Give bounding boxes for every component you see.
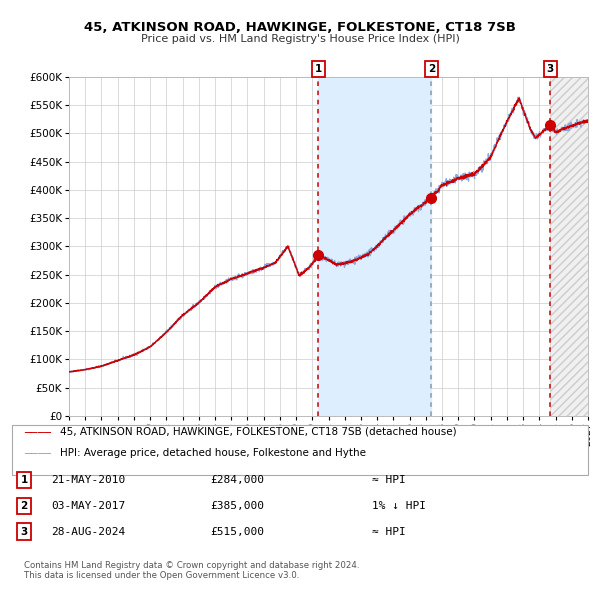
Bar [550, 77, 588, 416]
Text: 3: 3 [547, 64, 554, 74]
Text: This data is licensed under the Open Government Licence v3.0.: This data is licensed under the Open Gov… [24, 571, 299, 580]
Text: 03-MAY-2017: 03-MAY-2017 [51, 501, 125, 510]
Bar [319, 77, 431, 416]
Text: ────: ──── [24, 427, 51, 437]
Text: £284,000: £284,000 [210, 475, 264, 484]
Text: HPI: Average price, detached house, Folkestone and Hythe: HPI: Average price, detached house, Folk… [60, 448, 366, 458]
Text: 45, ATKINSON ROAD, HAWKINGE, FOLKESTONE, CT18 7SB: 45, ATKINSON ROAD, HAWKINGE, FOLKESTONE,… [84, 21, 516, 34]
Text: 45, ATKINSON ROAD, HAWKINGE, FOLKESTONE, CT18 7SB (detached house): 45, ATKINSON ROAD, HAWKINGE, FOLKESTONE,… [60, 427, 457, 437]
Text: 2: 2 [20, 501, 28, 510]
Text: 28-AUG-2024: 28-AUG-2024 [51, 527, 125, 536]
Text: Price paid vs. HM Land Registry's House Price Index (HPI): Price paid vs. HM Land Registry's House … [140, 34, 460, 44]
Text: 3: 3 [20, 527, 28, 536]
Text: 1: 1 [315, 64, 322, 74]
Text: £385,000: £385,000 [210, 501, 264, 510]
Bar [550, 77, 588, 416]
Text: 21-MAY-2010: 21-MAY-2010 [51, 475, 125, 484]
Text: £515,000: £515,000 [210, 527, 264, 536]
Text: 2: 2 [428, 64, 435, 74]
Text: ────: ──── [24, 448, 51, 458]
Text: Contains HM Land Registry data © Crown copyright and database right 2024.: Contains HM Land Registry data © Crown c… [24, 560, 359, 569]
Text: 1: 1 [20, 475, 28, 484]
Text: 1% ↓ HPI: 1% ↓ HPI [372, 501, 426, 510]
Text: ≈ HPI: ≈ HPI [372, 475, 406, 484]
Text: ≈ HPI: ≈ HPI [372, 527, 406, 536]
